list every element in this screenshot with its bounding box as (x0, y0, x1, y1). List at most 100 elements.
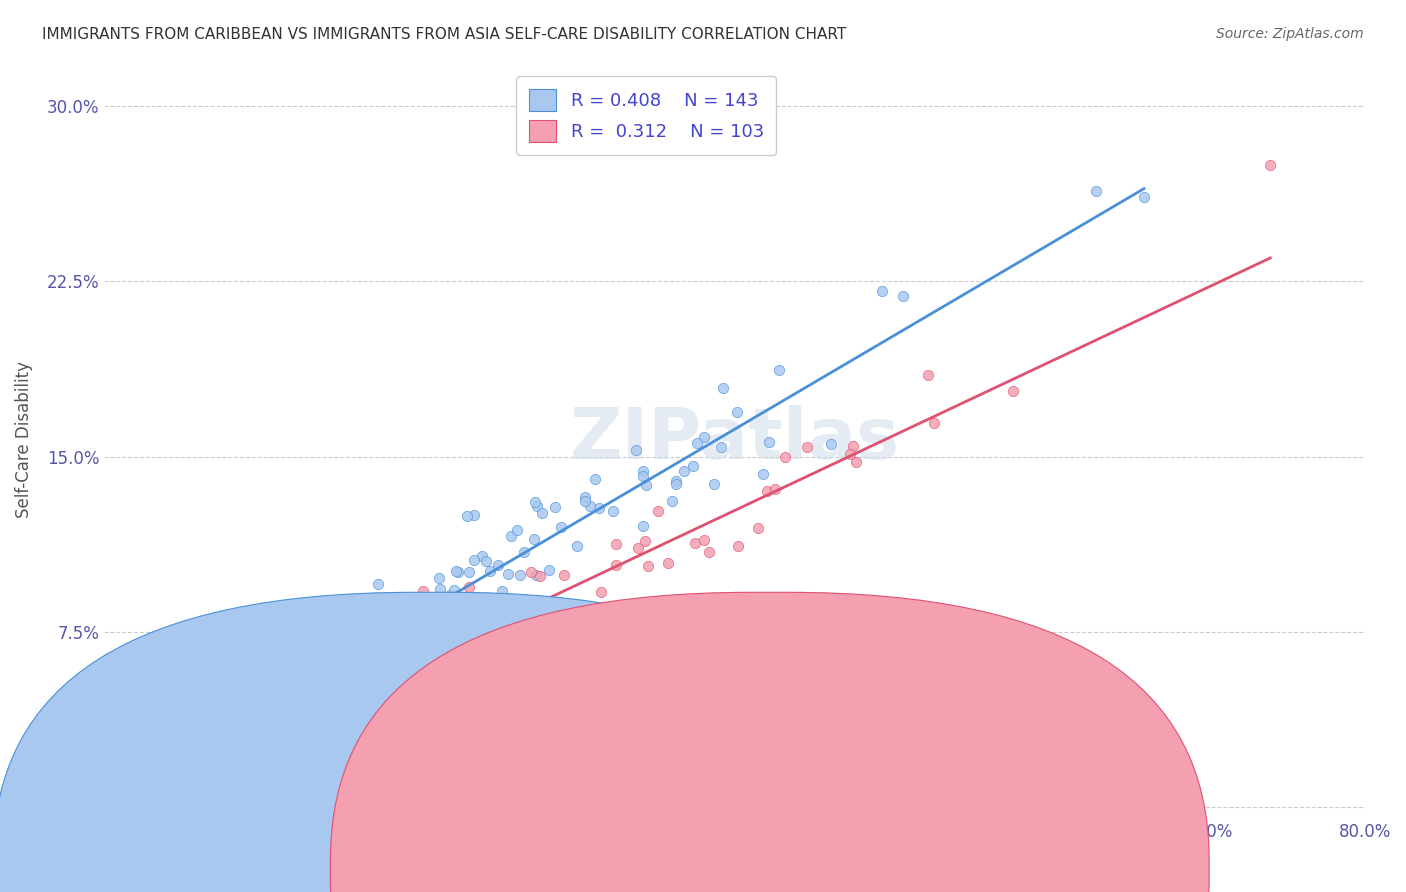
Point (347, 718, 370, 732)
Point (747, 521, 769, 535)
Point (222, 710, 245, 724)
Point (290, 673, 312, 688)
Point (602, 504, 624, 518)
Point (554, 597, 576, 611)
Point (553, 568, 575, 582)
Point (463, 553, 485, 567)
Point (463, 508, 485, 522)
Point (768, 363, 790, 377)
Point (170, 759, 193, 773)
Point (342, 682, 364, 697)
Point (412, 583, 434, 598)
Point (349, 655, 371, 669)
Point (208, 739, 231, 754)
Point (1258, 158, 1281, 172)
Point (302, 662, 325, 676)
Point (468, 640, 491, 655)
Text: Immigrants from Caribbean: Immigrants from Caribbean (429, 859, 640, 874)
Point (146, 781, 169, 796)
Point (685, 436, 707, 450)
Point (150, 762, 173, 776)
Point (194, 717, 217, 731)
Point (727, 539, 749, 553)
Point (103, 799, 125, 814)
Point (254, 690, 277, 705)
Point (498, 566, 520, 581)
Point (181, 753, 204, 767)
Point (394, 619, 416, 633)
Point (243, 799, 266, 814)
Point (485, 632, 508, 646)
Point (262, 721, 284, 735)
Point (105, 778, 128, 792)
Point (373, 652, 395, 666)
Point (693, 430, 716, 444)
Point (332, 688, 354, 702)
Point (471, 644, 494, 658)
Point (420, 606, 443, 620)
Point (922, 416, 945, 430)
Point (197, 761, 219, 775)
Point (637, 559, 659, 574)
Point (328, 689, 350, 703)
Point (194, 759, 217, 773)
Point (470, 549, 492, 564)
Point (422, 683, 444, 698)
Point (181, 716, 204, 731)
Y-axis label: Self-Care Disability: Self-Care Disability (15, 360, 32, 517)
Point (176, 747, 198, 762)
Text: IMMIGRANTS FROM CARIBBEAN VS IMMIGRANTS FROM ASIA SELF-CARE DISABILITY CORRELATI: IMMIGRANTS FROM CARIBBEAN VS IMMIGRANTS … (42, 27, 846, 42)
Point (224, 748, 246, 763)
Point (624, 443, 647, 458)
Point (325, 653, 347, 667)
Point (132, 799, 155, 814)
Point (280, 721, 302, 735)
Point (544, 500, 567, 515)
Point (378, 638, 401, 652)
Point (343, 719, 366, 733)
Point (513, 544, 536, 558)
Point (524, 568, 547, 582)
Point (291, 698, 314, 713)
Point (501, 529, 523, 543)
Point (141, 766, 163, 780)
Point (205, 731, 228, 746)
Point (423, 661, 446, 675)
Point (218, 733, 240, 747)
Point (229, 714, 252, 729)
Point (682, 459, 704, 474)
Point (842, 439, 865, 453)
Point (294, 656, 316, 670)
Point (458, 595, 481, 609)
Point (125, 749, 148, 764)
Point (367, 577, 389, 591)
Point (239, 637, 262, 651)
Point (349, 657, 371, 671)
Point (267, 706, 290, 720)
Point (134, 725, 156, 739)
Point (758, 434, 780, 449)
Point (394, 625, 416, 640)
Point (506, 523, 529, 537)
Point (115, 720, 138, 734)
Point (145, 710, 167, 724)
Point (318, 642, 340, 657)
Point (218, 732, 240, 747)
Point (631, 519, 654, 533)
Point (191, 755, 214, 769)
Text: Source: ZipAtlas.com: Source: ZipAtlas.com (1216, 27, 1364, 41)
Point (523, 495, 546, 509)
Point (474, 554, 496, 568)
Point (447, 565, 470, 579)
Point (172, 780, 194, 794)
Point (165, 678, 187, 692)
Point (378, 640, 401, 654)
Point (243, 657, 266, 671)
Point (530, 507, 553, 521)
Point (287, 668, 309, 682)
Point (578, 499, 600, 513)
Point (456, 509, 478, 524)
Point (665, 475, 688, 489)
Point (402, 610, 425, 624)
Point (710, 440, 733, 454)
